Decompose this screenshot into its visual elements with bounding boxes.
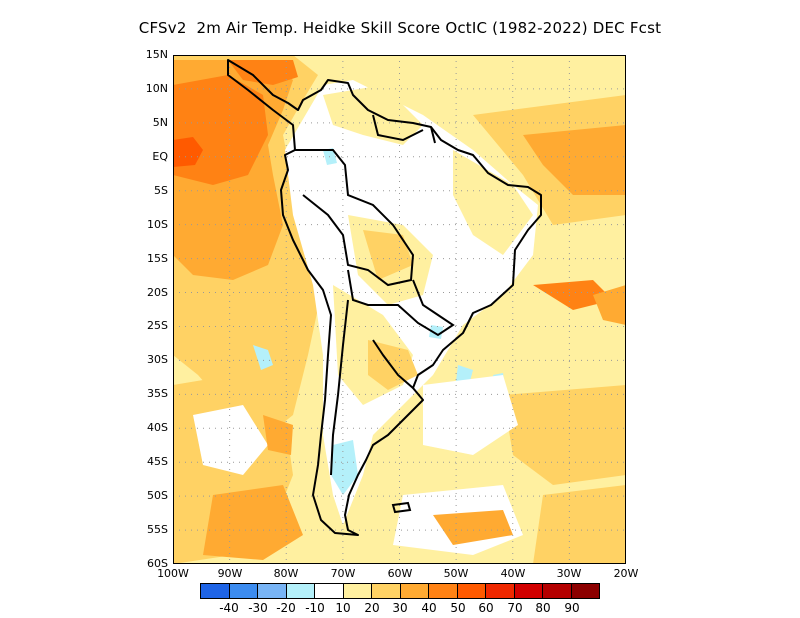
lon-label: 40W [500, 567, 526, 580]
lat-label: 20S [147, 286, 168, 299]
lon-label: 30W [556, 567, 582, 580]
colorbar-label: -40 [219, 601, 239, 615]
colorbar-swatch [429, 584, 458, 598]
colorbar-swatch [400, 584, 429, 598]
colorbar-label: 30 [392, 601, 408, 615]
lon-label: 60W [387, 567, 413, 580]
colorbar-swatch [486, 584, 515, 598]
fill-land-yellow-3 [363, 230, 413, 280]
fill-pacific-dark [173, 137, 203, 167]
map-canvas [173, 55, 626, 564]
lat-label: 45S [147, 455, 168, 468]
fill-atlantic-orange-s [433, 510, 513, 545]
lat-label: 5S [154, 184, 168, 197]
colorbar-label: 20 [364, 601, 380, 615]
map-title: CFSv2 2m Air Temp. Heidke Skill Score Oc… [138, 19, 662, 37]
lat-label: 15N [145, 48, 168, 61]
fill-atlantic-hot2 [593, 285, 626, 325]
fill-neg-2 [429, 325, 443, 339]
lat-label: 15S [147, 252, 168, 265]
colorbar-label: 90 [564, 601, 580, 615]
fill-neg-3 [253, 345, 273, 370]
colorbar-swatch [343, 584, 372, 598]
lat-label: 25S [147, 319, 168, 332]
colorbar-swatch [514, 584, 543, 598]
colorbar-label: 10 [335, 601, 351, 615]
colorbar-label: 70 [507, 601, 523, 615]
fill-land-yellow-6 [453, 150, 533, 255]
colorbar-label: 80 [535, 601, 551, 615]
lon-label: 80W [273, 567, 299, 580]
fill-atlantic-far [533, 485, 626, 564]
fill-pacific-spot2 [228, 60, 298, 85]
fill-atlantic-white [423, 375, 518, 455]
colorbar-swatch [571, 584, 599, 598]
lat-label: 55S [147, 523, 168, 536]
lat-label: 5N [152, 116, 168, 129]
colorbar-swatch [372, 584, 401, 598]
lon-label: 20W [613, 567, 639, 580]
fill-atlantic-south [503, 385, 626, 485]
lon-label: 50W [443, 567, 469, 580]
colorbar-label: -30 [248, 601, 268, 615]
falkland-islands [391, 501, 412, 514]
fill-pacific-orange-low [263, 415, 293, 455]
colorbar-swatch [543, 584, 572, 598]
colorbar-swatch [258, 584, 287, 598]
lat-label: 40S [147, 421, 168, 434]
country-borders [295, 114, 455, 476]
colorbar-label: -10 [305, 601, 325, 615]
colorbar-label: 60 [478, 601, 494, 615]
lat-label: 10S [147, 218, 168, 231]
fill-atlantic-hotspot [533, 280, 613, 310]
lon-label: 100W [157, 567, 189, 580]
lon-label: 90W [217, 567, 243, 580]
fill-atlantic-orange [523, 125, 626, 195]
colorbar-swatch [286, 584, 315, 598]
fill-neg-5 [331, 440, 358, 495]
colorbar-label: 40 [421, 601, 437, 615]
colorbar-swatch [201, 584, 230, 598]
colorbar-label: -20 [276, 601, 296, 615]
colorbar [200, 583, 600, 599]
lat-label: 35S [147, 387, 168, 400]
fill-south-pacific-white [193, 405, 268, 475]
colorbar-swatch [457, 584, 486, 598]
colorbar-label: 50 [450, 601, 466, 615]
colorbar-swatch [315, 584, 344, 598]
fill-south-pacific-orange [203, 485, 303, 560]
lat-label: 50S [147, 489, 168, 502]
lat-label: 30S [147, 353, 168, 366]
lon-label: 70W [330, 567, 356, 580]
lat-label: EQ [152, 150, 168, 163]
lat-label: 60S [147, 557, 168, 570]
lat-label: 10N [145, 82, 168, 95]
skill-score-map [173, 55, 626, 564]
colorbar-swatch [229, 584, 258, 598]
